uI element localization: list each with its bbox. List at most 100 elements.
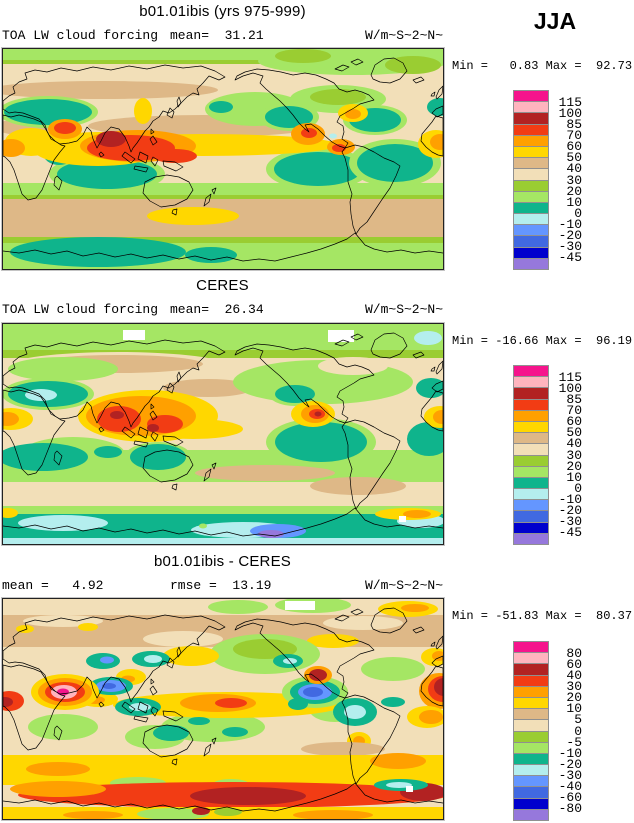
colorbar-swatch xyxy=(514,642,548,653)
colorbar-tick-label: -30 xyxy=(558,239,582,255)
map-ceres xyxy=(1,322,445,546)
panel2-colorbar: 115 100 85 70 60 50 40 30 20 10 0 -10 -20 -30 -45 xyxy=(513,365,582,545)
panel3-colorbar: 80 60 40 30 20 10 5 0 -5 -10 -20 -30 -40 -60 -80 xyxy=(513,641,582,821)
colorbar-swatch xyxy=(514,168,548,180)
colorbar-swatch xyxy=(514,91,548,102)
colorbar-swatch xyxy=(514,409,548,421)
panel1-colorbar: 115 100 85 70 60 50 40 30 20 10 0 -10 -20 -30 -45 xyxy=(513,90,582,270)
colorbar-tick-label: 30 xyxy=(566,679,582,694)
panel2-statline: TOA LW cloud forcing mean= 26.34 W/m~S~2… xyxy=(2,302,443,318)
panel1-variable-label: TOA LW cloud forcing xyxy=(2,28,159,43)
colorbar-swatch xyxy=(514,730,548,742)
colorbar-swatch xyxy=(514,366,548,377)
colorbar-tick-label: 100 xyxy=(558,380,582,396)
colorbar-swatch xyxy=(514,224,548,236)
colorbar-tick-label: 20 xyxy=(566,183,582,199)
colorbar-tick-label: 70 xyxy=(566,128,582,143)
panel1-minmax: Min = 0.83 Max = 92.73 xyxy=(452,59,633,73)
panel2-variable-label: TOA LW cloud forcing xyxy=(2,302,159,317)
map-model-svg xyxy=(3,49,443,269)
colorbar-swatch xyxy=(514,719,548,731)
colorbar-swatch xyxy=(514,786,548,798)
colorbar-swatch xyxy=(514,521,548,533)
colorbar-tick-label: 20 xyxy=(566,690,582,706)
colorbar-tick-label: 70 xyxy=(566,403,582,418)
colorbar-swatch xyxy=(514,257,548,269)
colorbar-swatch xyxy=(514,708,548,720)
colorbar-swatch xyxy=(514,499,548,511)
colorbar-tick-label: 100 xyxy=(558,105,582,121)
colorbar-tick-label: -20 xyxy=(558,756,582,772)
map-ceres-svg xyxy=(3,324,443,544)
colorbar-swatch xyxy=(514,134,548,146)
colorbar-tick-label: -60 xyxy=(558,790,582,806)
colorbar-swatches xyxy=(514,366,548,544)
colorbar-swatch xyxy=(514,398,548,410)
colorbar-swatch xyxy=(514,201,548,214)
panel1-mean-value: mean= 31.21 xyxy=(170,28,264,43)
colorbar-swatch xyxy=(514,123,548,135)
colorbar-tick-label: -80 xyxy=(558,801,582,817)
colorbar-swatch xyxy=(514,741,548,753)
colorbar-tick-label: 60 xyxy=(566,656,582,672)
colorbar-tick-label: 0 xyxy=(574,205,582,221)
colorbar-tick-label: -5 xyxy=(566,734,582,750)
colorbar-tick-label: 50 xyxy=(566,150,582,166)
colorbar-swatch xyxy=(514,112,548,124)
map-difference-svg xyxy=(3,599,443,819)
season-label: JJA xyxy=(533,8,577,34)
colorbar-swatch xyxy=(514,808,548,820)
contour-fills xyxy=(3,49,443,269)
colorbar-swatch xyxy=(514,696,548,709)
panel3-title: b01.01ibis - CERES xyxy=(154,553,291,570)
colorbar-swatches xyxy=(514,91,548,269)
map-model xyxy=(1,47,445,271)
panel3-minmax: Min = -51.83 Max = 80.37 xyxy=(452,609,633,623)
colorbar-swatch xyxy=(514,764,548,776)
colorbar-tick-label: 85 xyxy=(566,116,582,132)
colorbar-swatch xyxy=(514,752,548,765)
colorbar-swatch xyxy=(514,797,548,809)
panel1-statline: TOA LW cloud forcing mean= 31.21 W/m~S~2… xyxy=(2,28,443,44)
colorbar-swatch xyxy=(514,213,548,225)
panel3-units-label: W/m~S~2~N~ xyxy=(364,578,443,593)
panel3-statline: mean = 4.92 rmse = 13.19 W/m~S~2~N~ xyxy=(2,578,443,594)
colorbar-swatch xyxy=(514,432,548,444)
panel3-mean-value: mean = 4.92 xyxy=(2,578,104,593)
contour-fills xyxy=(3,599,443,819)
colorbar-tick-label: 40 xyxy=(566,436,582,452)
colorbar-tick-label: 20 xyxy=(566,458,582,474)
colorbar-tick-label: -40 xyxy=(558,779,582,795)
colorbar-swatch xyxy=(514,190,548,202)
colorbar-tick-label: 5 xyxy=(574,712,582,728)
colorbar-tick-label: -10 xyxy=(558,217,582,232)
colorbar-tick-label: 10 xyxy=(566,194,582,210)
panel1-title: b01.01ibis (yrs 975-999) xyxy=(139,3,306,20)
colorbar-swatch xyxy=(514,476,548,489)
colorbar-tick-label: 0 xyxy=(574,480,582,496)
colorbar-swatch xyxy=(514,465,548,477)
colorbar-tick-label: 10 xyxy=(566,701,582,717)
colorbar-swatch xyxy=(514,387,548,399)
panel2-title: CERES xyxy=(196,277,249,294)
colorbar-swatch xyxy=(514,674,548,686)
colorbar-tick-label: 40 xyxy=(566,667,582,683)
panel3-rmse-value: rmse = 13.19 xyxy=(170,578,272,593)
colorbar-tick-label: -10 xyxy=(558,492,582,507)
colorbar-swatch xyxy=(514,246,548,258)
colorbar-tick-label: 30 xyxy=(566,172,582,188)
colorbar-swatch xyxy=(514,443,548,455)
colorbar-swatch xyxy=(514,663,548,675)
colorbar-tick-label: -20 xyxy=(558,503,582,519)
colorbar-tick-label: 10 xyxy=(566,469,582,485)
colorbar-tick-label: 80 xyxy=(566,645,582,661)
colorbar-swatch xyxy=(514,101,548,113)
colorbar-swatch xyxy=(514,488,548,500)
colorbar-swatch xyxy=(514,775,548,787)
colorbar-swatch xyxy=(514,532,548,544)
colorbar-tick-label: -20 xyxy=(558,228,582,244)
map-difference xyxy=(1,597,445,821)
colorbar-swatch xyxy=(514,145,548,158)
panel1-units-label: W/m~S~2~N~ xyxy=(364,28,443,43)
colorbar-tick-label: 30 xyxy=(566,447,582,463)
